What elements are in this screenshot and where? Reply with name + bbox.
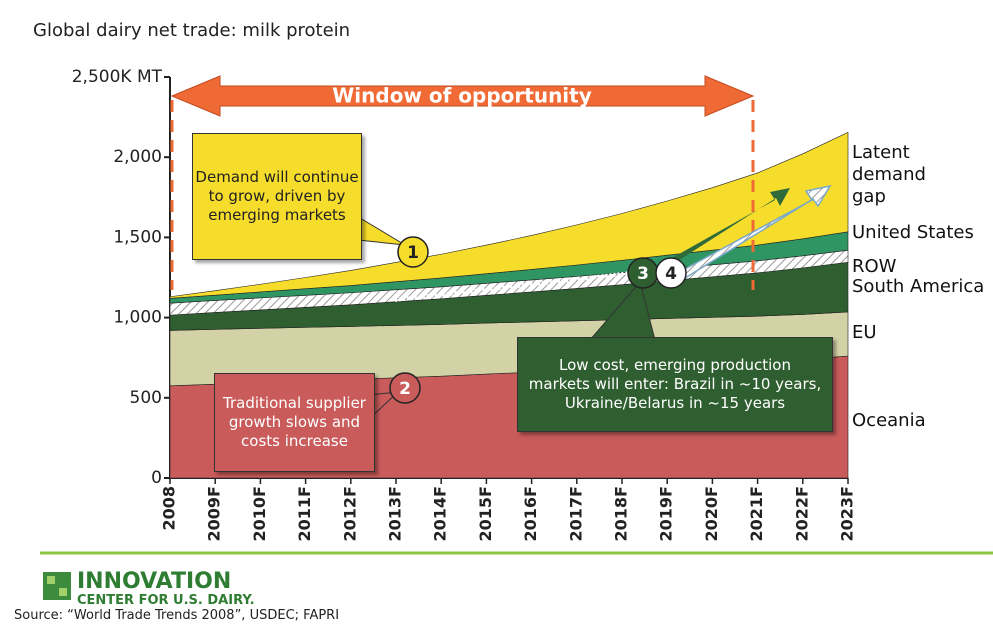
x-tick-label: 2017F — [566, 486, 585, 541]
logo-name: INNOVATION — [77, 569, 231, 594]
chart-title: Global dairy net trade: milk protein — [33, 20, 350, 41]
x-tick-label: 2009F — [205, 486, 224, 541]
callout-box: Low cost, emerging production markets wi… — [517, 337, 833, 432]
series-label: United States — [852, 222, 974, 243]
x-tick-label: 2013F — [386, 486, 405, 541]
callout-number: 2 — [399, 379, 411, 399]
x-tick-label: 2012F — [340, 486, 359, 541]
callout-number: 3 — [637, 264, 649, 284]
x-tick-label: 2021F — [747, 486, 766, 541]
x-tick-label: 2011F — [295, 486, 314, 541]
x-tick-label: 2023F — [838, 486, 857, 541]
callout-number: 4 — [665, 264, 677, 284]
series-label: EU — [852, 322, 877, 343]
y-tick-label: 0 — [151, 468, 162, 488]
x-tick-label: 2015F — [476, 486, 495, 541]
x-tick-label: 2018F — [612, 486, 631, 541]
arrow-ukraine — [670, 184, 832, 285]
x-tick-label: 2014F — [431, 486, 450, 541]
series-label: South America — [852, 276, 985, 297]
callout-pointer — [354, 214, 406, 246]
x-tick-label: 2020F — [702, 486, 721, 541]
arrow-brazil — [640, 188, 790, 282]
logo-icon — [59, 588, 67, 596]
x-tick-label: 2019F — [657, 486, 676, 541]
callout-marker — [655, 257, 687, 289]
callout-box: Demand will continue to grow, driven by … — [192, 133, 362, 260]
entry-trail — [394, 270, 641, 302]
x-tick-label: 2016F — [521, 486, 540, 541]
x-tick-label: 2010F — [250, 486, 269, 541]
y-tick-label: 2,500K MT — [72, 67, 163, 87]
y-tick-label: 500 — [130, 388, 162, 408]
x-tick-label: 2022F — [792, 486, 811, 541]
logo-icon — [47, 576, 55, 584]
window-label: Window of opportunity — [332, 84, 592, 108]
y-tick-label: 1,000 — [113, 308, 162, 328]
series-label: Latent demand gap — [852, 142, 926, 207]
callout-number: 1 — [407, 243, 419, 263]
window-arrow — [170, 75, 755, 117]
y-tick-label: 1,500 — [113, 227, 162, 247]
callout-box: Traditional supplier growth slows and co… — [214, 373, 375, 472]
callout-marker — [397, 236, 429, 268]
x-tick-label: 2008 — [160, 486, 179, 531]
callout-marker — [389, 372, 421, 404]
y-tick-label: 2,000 — [113, 147, 162, 167]
source: Source: “World Trade Trends 2008”, USDEC… — [14, 608, 339, 623]
overlay: Window of opportunity INNOVATION CENTER … — [14, 75, 993, 623]
logo-sub: CENTER FOR U.S. DAIRY. — [77, 593, 255, 608]
series-label: Oceania — [852, 410, 926, 431]
plot: 0 500 1,000 1,500 2,000 2,500K MT 2008 2009F 201… — [72, 67, 857, 541]
series-label: ROW — [852, 256, 897, 277]
